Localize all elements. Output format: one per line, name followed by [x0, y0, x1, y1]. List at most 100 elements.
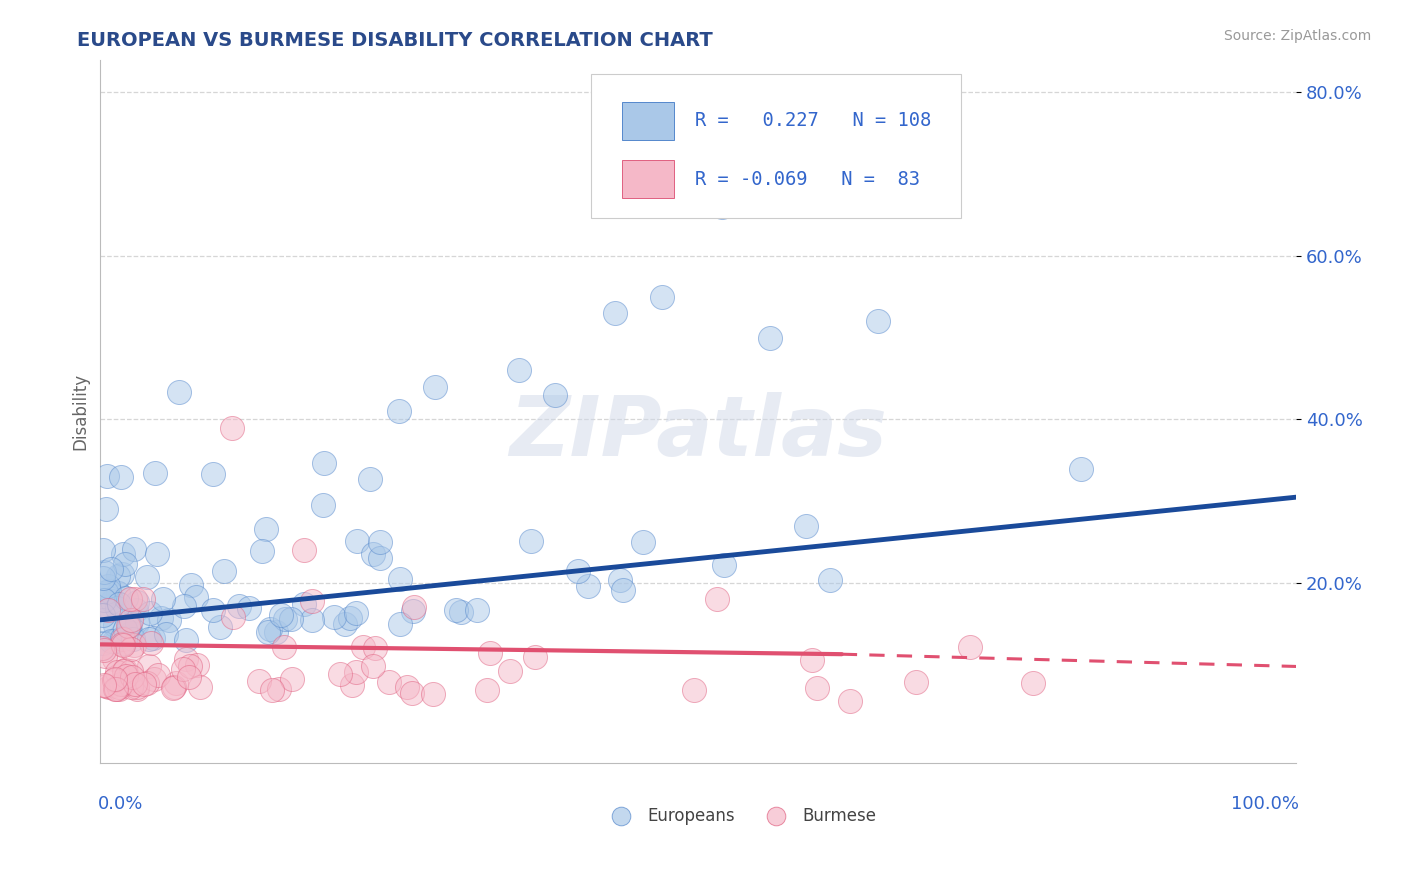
Point: [138, 606, 160, 620]
Point: [352, 640, 374, 654]
Point: [340, 678, 363, 692]
Point: [1070, 461, 1092, 475]
Point: [651, 290, 673, 304]
Point: [450, 605, 472, 619]
Point: [499, 664, 522, 678]
Point: [609, 573, 631, 587]
Point: [104, 682, 127, 697]
Point: [149, 611, 172, 625]
Point: [361, 547, 384, 561]
Point: [446, 603, 468, 617]
Point: [364, 640, 387, 655]
Point: [100, 633, 122, 648]
Point: [125, 682, 148, 697]
Point: [388, 616, 411, 631]
Point: [281, 673, 304, 687]
Point: [361, 658, 384, 673]
Point: [111, 637, 134, 651]
Point: [110, 676, 132, 690]
Point: [142, 631, 165, 645]
Point: [122, 632, 145, 647]
Point: [91, 543, 114, 558]
Point: [706, 592, 728, 607]
Point: [339, 611, 361, 625]
Point: [523, 649, 546, 664]
Point: [465, 603, 488, 617]
Point: [120, 665, 142, 679]
Point: [135, 676, 157, 690]
Point: [344, 665, 367, 679]
Point: [609, 801, 631, 815]
Point: [818, 573, 841, 587]
Point: [98, 602, 121, 616]
Point: [179, 670, 201, 684]
Point: [97, 680, 120, 694]
Point: [520, 534, 543, 549]
Point: [612, 583, 634, 598]
Point: [91, 640, 114, 655]
Point: [152, 592, 174, 607]
Point: [370, 535, 392, 549]
Point: [425, 380, 447, 394]
Point: [155, 627, 177, 641]
Point: [93, 565, 115, 579]
Point: [174, 651, 197, 665]
Point: [138, 659, 160, 673]
Point: [142, 672, 165, 686]
Point: [157, 613, 180, 627]
Point: [108, 681, 131, 696]
Point: [132, 592, 155, 607]
Point: [173, 599, 195, 614]
Point: [112, 636, 135, 650]
Point: [576, 579, 599, 593]
Text: R = -0.069   N =  83: R = -0.069 N = 83: [695, 169, 920, 189]
FancyBboxPatch shape: [591, 74, 962, 218]
Point: [323, 610, 346, 624]
Text: 100.0%: 100.0%: [1230, 795, 1299, 813]
Point: [93, 593, 115, 607]
Point: [162, 681, 184, 695]
Point: [292, 543, 315, 558]
Point: [395, 680, 418, 694]
Point: [97, 603, 120, 617]
Point: [544, 388, 567, 402]
Point: [264, 625, 287, 640]
Point: [567, 564, 589, 578]
Point: [114, 677, 136, 691]
Point: [108, 597, 131, 611]
Point: [132, 677, 155, 691]
Point: [124, 542, 146, 557]
Point: [765, 801, 787, 815]
Point: [1021, 676, 1043, 690]
Point: [479, 646, 502, 660]
Point: [94, 502, 117, 516]
Point: [801, 653, 824, 667]
Point: [163, 681, 186, 695]
FancyBboxPatch shape: [621, 102, 675, 140]
Point: [329, 666, 352, 681]
Point: [120, 681, 142, 695]
Point: [794, 518, 817, 533]
Point: [105, 665, 128, 679]
Point: [866, 314, 889, 328]
Point: [312, 456, 335, 470]
Point: [120, 613, 142, 627]
Point: [294, 597, 316, 611]
Point: [120, 641, 142, 656]
Point: [759, 331, 782, 345]
Point: [124, 676, 146, 690]
Point: [115, 591, 138, 605]
Point: [180, 578, 202, 592]
Point: [94, 585, 117, 599]
Point: [91, 613, 114, 627]
Point: [257, 625, 280, 640]
Point: [91, 607, 114, 622]
Point: [174, 632, 197, 647]
Point: [165, 675, 187, 690]
Y-axis label: Disability: Disability: [72, 373, 89, 450]
Point: [97, 579, 120, 593]
Text: R =   0.227   N = 108: R = 0.227 N = 108: [695, 112, 931, 130]
Point: [104, 618, 127, 632]
Point: [273, 612, 295, 626]
Point: [167, 384, 190, 399]
